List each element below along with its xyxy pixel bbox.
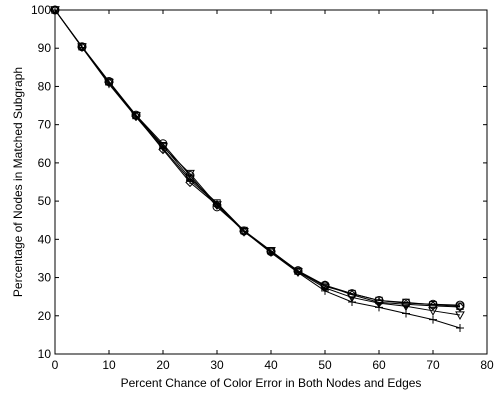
series-layer (50, 5, 465, 333)
plot-area (54, 9, 488, 355)
x-tick-label: 60 (372, 358, 386, 372)
diamond-marker (266, 246, 276, 257)
plus-marker (375, 303, 383, 312)
x-tick-label: 20 (156, 358, 170, 372)
y-tick-label: 70 (38, 118, 52, 132)
square-marker (78, 42, 86, 51)
y-tick-label: 90 (38, 41, 52, 55)
y-tick-label: 20 (38, 309, 52, 323)
square-marker (267, 247, 275, 255)
y-axis-label: Percentage of Nodes in Matched Subgraph (11, 67, 25, 297)
square-marker (186, 174, 194, 182)
diamond-marker (293, 267, 303, 277)
square-marker (240, 226, 248, 235)
plus-marker (429, 315, 437, 324)
plus-marker (402, 309, 410, 318)
y-tick-label: 80 (38, 79, 52, 93)
square-marker (402, 298, 410, 307)
x-tick-label: 10 (102, 358, 116, 372)
x-axis-label: Percent Chance of Color Error in Both No… (121, 376, 422, 390)
y-tick-label: 100 (31, 3, 51, 17)
diamond-marker (104, 77, 114, 88)
series-square (51, 6, 464, 310)
plus-marker (456, 324, 464, 333)
square-marker (321, 282, 329, 291)
y-tick-label: 60 (38, 156, 52, 170)
square-marker (429, 300, 437, 309)
triangle-marker (455, 311, 465, 321)
triangle-marker (185, 169, 195, 179)
square-marker (456, 302, 464, 310)
x-tick-label: 80 (480, 358, 494, 372)
diamond-marker (212, 200, 222, 210)
square-marker (294, 267, 302, 275)
diamond-marker (77, 42, 87, 52)
y-tick-label: 40 (38, 232, 52, 246)
diamond-marker (131, 111, 141, 121)
x-tick-label: 0 (52, 358, 59, 372)
square-marker (105, 78, 113, 86)
square-marker (213, 199, 221, 207)
y-tick-label: 30 (38, 271, 52, 285)
diamond-marker (239, 226, 249, 237)
diamond-marker (347, 290, 357, 300)
y-tick-label: 50 (38, 194, 52, 208)
x-tick-label: 40 (264, 358, 278, 372)
x-tick-label: 50 (318, 358, 332, 372)
plot-frame (54, 9, 488, 355)
square-marker (159, 141, 167, 150)
x-tick-label: 30 (210, 358, 224, 372)
triangle-marker (104, 78, 114, 88)
series-line (54, 9, 461, 307)
square-marker (132, 111, 140, 120)
x-tick-label: 70 (426, 358, 440, 372)
square-marker (348, 289, 356, 298)
y-tick-label: 10 (38, 347, 52, 361)
square-marker (375, 296, 383, 305)
plus-marker (321, 286, 329, 295)
